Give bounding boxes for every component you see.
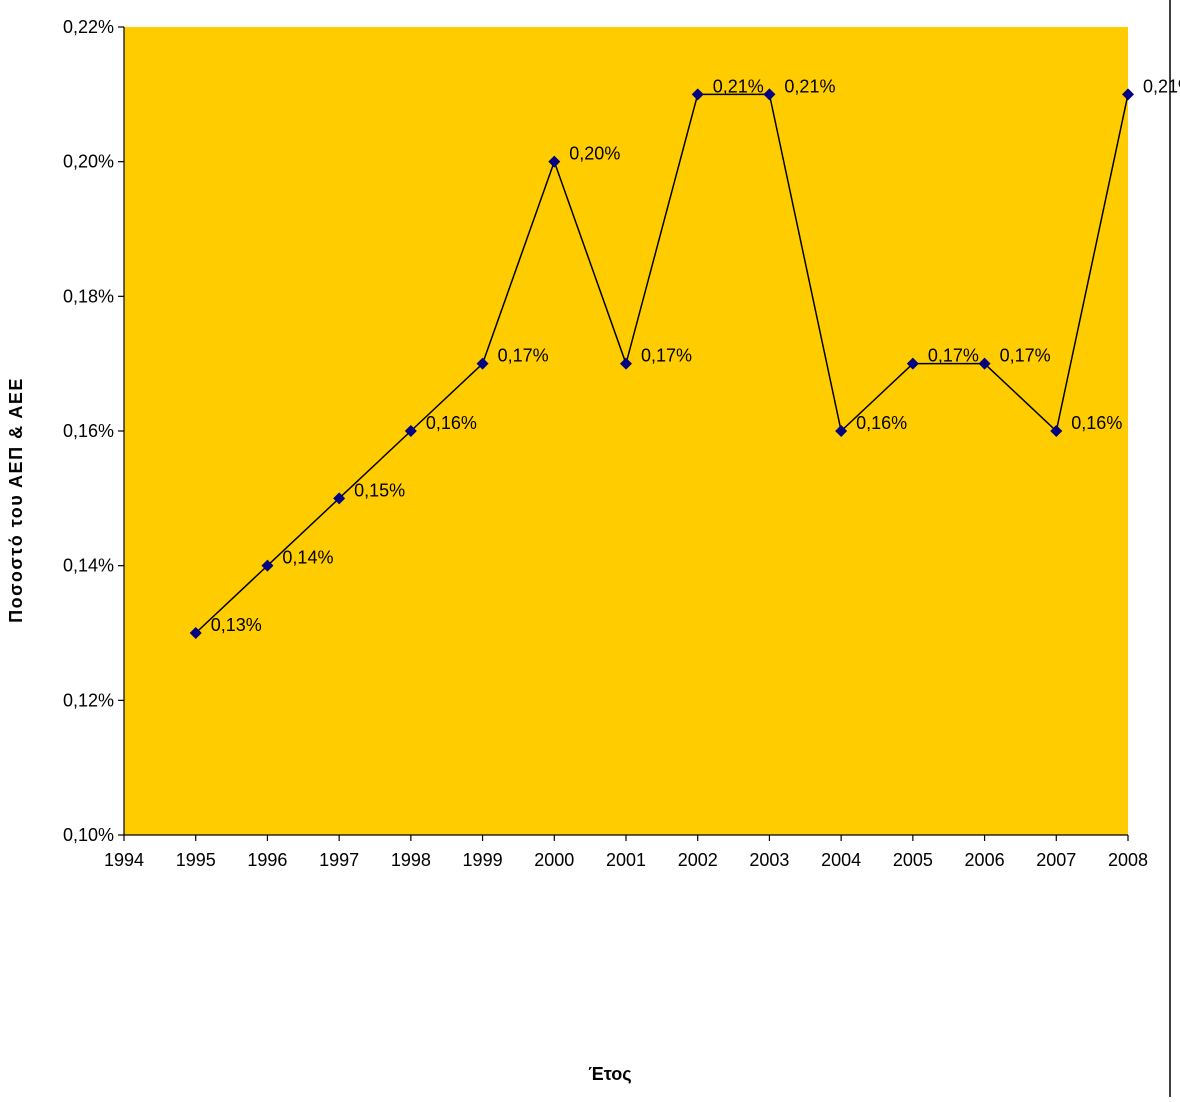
data-label: 0,21% <box>713 76 764 96</box>
data-label: 0,17% <box>498 346 549 366</box>
x-tick-label: 2007 <box>1036 850 1076 870</box>
data-label: 0,21% <box>784 76 835 96</box>
data-label: 0,20% <box>569 144 620 164</box>
data-point-marker <box>835 425 848 437</box>
plot-area <box>124 27 1128 835</box>
data-label: 0,17% <box>928 346 979 366</box>
data-point-marker <box>189 627 202 639</box>
data-point-marker <box>906 357 919 370</box>
x-axis-ticks: 1994 1995 1996 1997 1998 1999 2000 2001 2002 2003… <box>104 835 1148 870</box>
data-label: 0,13% <box>211 615 262 635</box>
data-label: 0,16% <box>1071 413 1122 433</box>
data-point-marker <box>548 155 561 168</box>
x-tick-label: 2008 <box>1108 850 1148 870</box>
data-point-marker <box>333 492 346 505</box>
y-tick-label: 0,14% <box>63 556 114 576</box>
x-tick-label: 2003 <box>749 850 789 870</box>
data-point-marker <box>691 88 704 101</box>
y-axis-ticks: 0,10% 0,12% 0,14% 0,16% 0,18% 0,20% 0,22% <box>63 17 124 845</box>
series-group: 0,13% 0,14% 0,15% 0,16% 0,17% 0,20% 0,17% 0,21%… <box>189 76 1180 639</box>
x-tick-label: 1994 <box>104 850 144 870</box>
x-tick-label: 1995 <box>176 850 216 870</box>
data-point-marker <box>476 357 489 370</box>
x-tick-label: 2006 <box>965 850 1005 870</box>
data-label: 0,17% <box>1000 346 1051 366</box>
data-point-marker <box>1122 88 1134 101</box>
x-axis-title: Έτος <box>588 1064 631 1084</box>
data-label: 0,16% <box>856 413 907 433</box>
y-tick-label: 0,10% <box>63 825 114 845</box>
data-point-marker <box>1050 425 1063 437</box>
data-point-marker <box>620 357 632 370</box>
series-line <box>195 93 1129 634</box>
data-point-marker <box>978 357 991 370</box>
data-point-marker <box>261 559 274 572</box>
y-tick-label: 0,20% <box>63 152 114 172</box>
data-label: 0,21% <box>1143 76 1180 96</box>
x-tick-label: 1999 <box>463 850 503 870</box>
y-tick-label: 0,18% <box>63 286 114 306</box>
x-tick-label: 2004 <box>821 850 861 870</box>
x-tick-label: 1998 <box>391 850 431 870</box>
x-tick-label: 1996 <box>247 850 287 870</box>
x-tick-label: 2005 <box>893 850 933 870</box>
y-axis-title: Ποσοστό του ΑΕΠ & ΑΕΕ <box>6 377 26 623</box>
data-label: 0,15% <box>354 480 405 500</box>
x-tick-label: 1997 <box>319 850 359 870</box>
y-tick-label: 0,12% <box>63 690 114 710</box>
x-tick-label: 2001 <box>606 850 646 870</box>
x-tick-label: 2000 <box>534 850 574 870</box>
data-label: 0,14% <box>282 548 333 568</box>
data-label: 0,16% <box>426 413 477 433</box>
y-tick-label: 0,16% <box>63 421 114 441</box>
x-tick-label: 2002 <box>678 850 718 870</box>
data-point-marker <box>763 88 776 101</box>
y-tick-label: 0,22% <box>63 17 114 37</box>
data-point-marker <box>404 425 417 437</box>
data-label: 0,17% <box>641 346 692 366</box>
